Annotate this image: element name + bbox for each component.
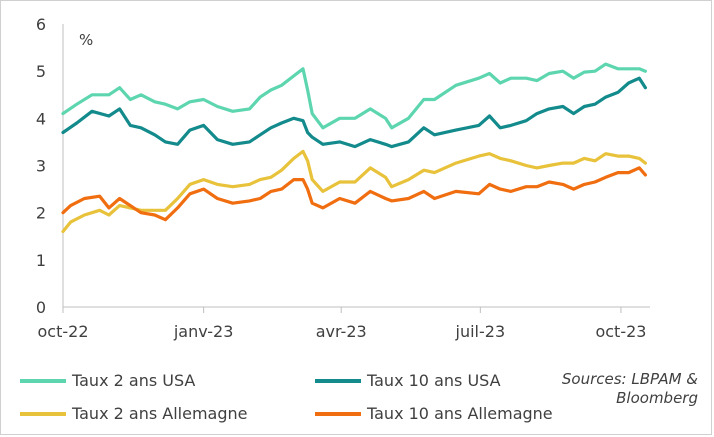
y-axis: 0 1 2 3 4 5 6 [36,15,64,317]
legend-label: Taux 2 ans Allemagne [71,404,247,423]
x-tick-label: oct-23 [595,322,646,341]
x-tick-label: avr-23 [316,322,367,341]
x-tick-label: oct-22 [38,322,89,341]
series-line-4 [61,166,647,222]
y-tick-label: 6 [36,15,46,34]
series-layer [61,62,647,234]
legend-label: Taux 2 ans USA [71,371,195,390]
source-line-1: Sources: LBPAM & [561,370,698,388]
y-tick-label: 2 [36,204,46,223]
y-tick-label: 3 [36,157,46,176]
series-line-1 [61,62,647,130]
y-unit-label: % [79,31,93,49]
source-line-2: Bloomberg [616,389,698,407]
x-axis: oct-22 janv-23 avr-23 juil-23 oct-23 [38,306,650,341]
y-tick-label: 0 [36,298,46,317]
legend-label: Taux 10 ans USA [366,371,501,390]
series-line-2 [61,76,647,149]
legend: Taux 2 ans USA Taux 10 ans USA Taux 2 ans … [20,371,553,423]
y-tick-label: 5 [36,62,46,81]
series-line-3 [61,149,647,234]
x-tick-label: janv-23 [173,322,234,341]
y-tick-label: 4 [36,109,46,128]
y-tick-label: 1 [36,251,46,270]
legend-label: Taux 10 ans Allemagne [366,404,553,423]
x-tick-label: juil-23 [455,322,506,341]
source-note: Sources: LBPAM & Bloomberg [562,370,698,408]
